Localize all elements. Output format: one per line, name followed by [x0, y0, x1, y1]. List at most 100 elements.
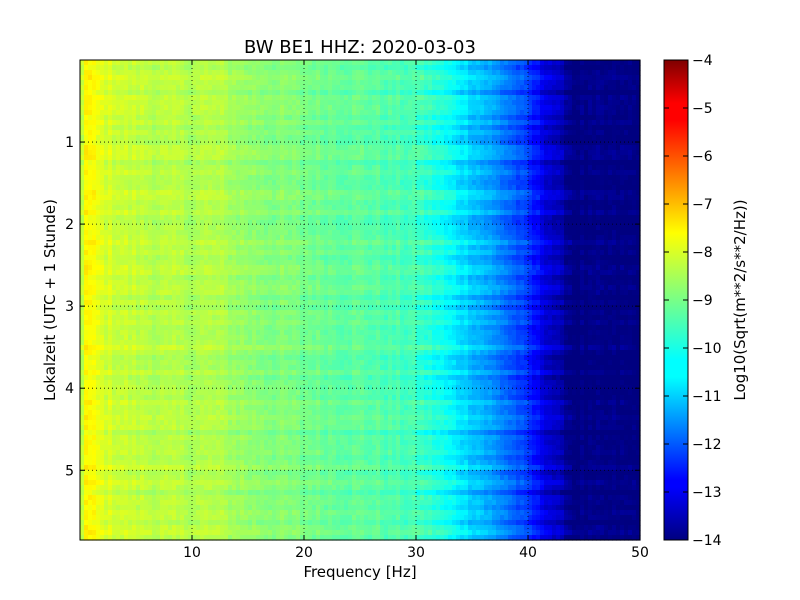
heatmap-cell: [128, 170, 133, 176]
heatmap-cell: [96, 75, 101, 81]
heatmap-cell: [324, 120, 329, 126]
heatmap-cell: [400, 85, 405, 91]
heatmap-cell: [448, 150, 453, 156]
heatmap-cell: [140, 170, 145, 176]
heatmap-cell: [120, 145, 125, 151]
heatmap-cell: [172, 95, 177, 101]
heatmap-cell: [396, 140, 401, 146]
heatmap-cell: [324, 145, 329, 151]
heatmap-cell: [444, 195, 449, 201]
heatmap-cell: [624, 220, 629, 226]
heatmap-cell: [400, 75, 405, 81]
heatmap-cell: [432, 145, 437, 151]
heatmap-cell: [516, 225, 521, 231]
heatmap-cell: [500, 95, 505, 101]
heatmap-cell: [212, 110, 217, 116]
heatmap-cell: [328, 95, 333, 101]
heatmap-cell: [112, 60, 117, 66]
heatmap-cell: [84, 215, 89, 221]
heatmap-cell: [304, 115, 309, 121]
heatmap-cell: [228, 70, 233, 76]
heatmap-cell: [484, 100, 489, 106]
heatmap-cell: [228, 85, 233, 91]
heatmap-cell: [332, 155, 337, 161]
heatmap-cell: [300, 215, 305, 221]
heatmap-cell: [536, 175, 541, 181]
heatmap-cell: [612, 190, 617, 196]
heatmap-cell: [412, 200, 417, 206]
heatmap-cell: [464, 230, 469, 236]
heatmap-cell: [460, 190, 465, 196]
heatmap-cell: [508, 180, 513, 186]
heatmap-cell: [184, 225, 189, 231]
heatmap-cell: [144, 210, 149, 216]
heatmap-cell: [620, 70, 625, 76]
heatmap-cell: [192, 115, 197, 121]
heatmap-cell: [104, 145, 109, 151]
heatmap-cell: [320, 110, 325, 116]
heatmap-cell: [160, 65, 165, 71]
heatmap-cell: [548, 150, 553, 156]
heatmap-cell: [132, 225, 137, 231]
heatmap-cell: [520, 230, 525, 236]
heatmap-cell: [132, 160, 137, 166]
heatmap-cell: [448, 130, 453, 136]
heatmap-cell: [400, 140, 405, 146]
heatmap-cell: [316, 220, 321, 226]
heatmap-cell: [128, 150, 133, 156]
heatmap-cell: [432, 110, 437, 116]
heatmap-cell: [316, 185, 321, 191]
heatmap-cell: [512, 95, 517, 101]
heatmap-cell: [220, 140, 225, 146]
heatmap-cell: [484, 95, 489, 101]
heatmap-cell: [272, 85, 277, 91]
heatmap-cell: [96, 215, 101, 221]
heatmap-cell: [264, 105, 269, 111]
heatmap-cell: [160, 145, 165, 151]
heatmap-cell: [196, 145, 201, 151]
heatmap-cell: [568, 160, 573, 166]
heatmap-cell: [276, 115, 281, 121]
heatmap-cell: [520, 100, 525, 106]
heatmap-cell: [164, 215, 169, 221]
heatmap-cell: [300, 165, 305, 171]
heatmap-cell: [192, 125, 197, 131]
heatmap-cell: [564, 125, 569, 131]
heatmap-cell: [360, 100, 365, 106]
heatmap-cell: [248, 115, 253, 121]
heatmap-cell: [464, 90, 469, 96]
heatmap-cell: [108, 215, 113, 221]
heatmap-cell: [296, 185, 301, 191]
heatmap-cell: [276, 145, 281, 151]
heatmap-cell: [424, 75, 429, 81]
heatmap-cell: [488, 215, 493, 221]
heatmap-cell: [480, 195, 485, 201]
heatmap-cell: [536, 115, 541, 121]
heatmap-cell: [292, 75, 297, 81]
heatmap-cell: [456, 215, 461, 221]
heatmap-cell: [472, 110, 477, 116]
heatmap-cell: [112, 100, 117, 106]
heatmap-cell: [112, 235, 117, 241]
heatmap-cell: [476, 160, 481, 166]
heatmap-cell: [240, 100, 245, 106]
heatmap-cell: [360, 75, 365, 81]
heatmap-cell: [228, 180, 233, 186]
heatmap-cell: [428, 70, 433, 76]
heatmap-cell: [96, 160, 101, 166]
heatmap-cell: [356, 100, 361, 106]
heatmap-cell: [252, 220, 257, 226]
heatmap-cell: [320, 190, 325, 196]
heatmap-cell: [416, 185, 421, 191]
heatmap-cell: [452, 130, 457, 136]
heatmap-cell: [532, 75, 537, 81]
heatmap-cell: [472, 155, 477, 161]
heatmap-cell: [184, 60, 189, 66]
heatmap-cell: [596, 225, 601, 231]
heatmap-cell: [244, 175, 249, 181]
heatmap-cell: [428, 110, 433, 116]
heatmap-cell: [608, 190, 613, 196]
heatmap-cell: [340, 180, 345, 186]
heatmap-cell: [580, 100, 585, 106]
heatmap-cell: [96, 70, 101, 76]
